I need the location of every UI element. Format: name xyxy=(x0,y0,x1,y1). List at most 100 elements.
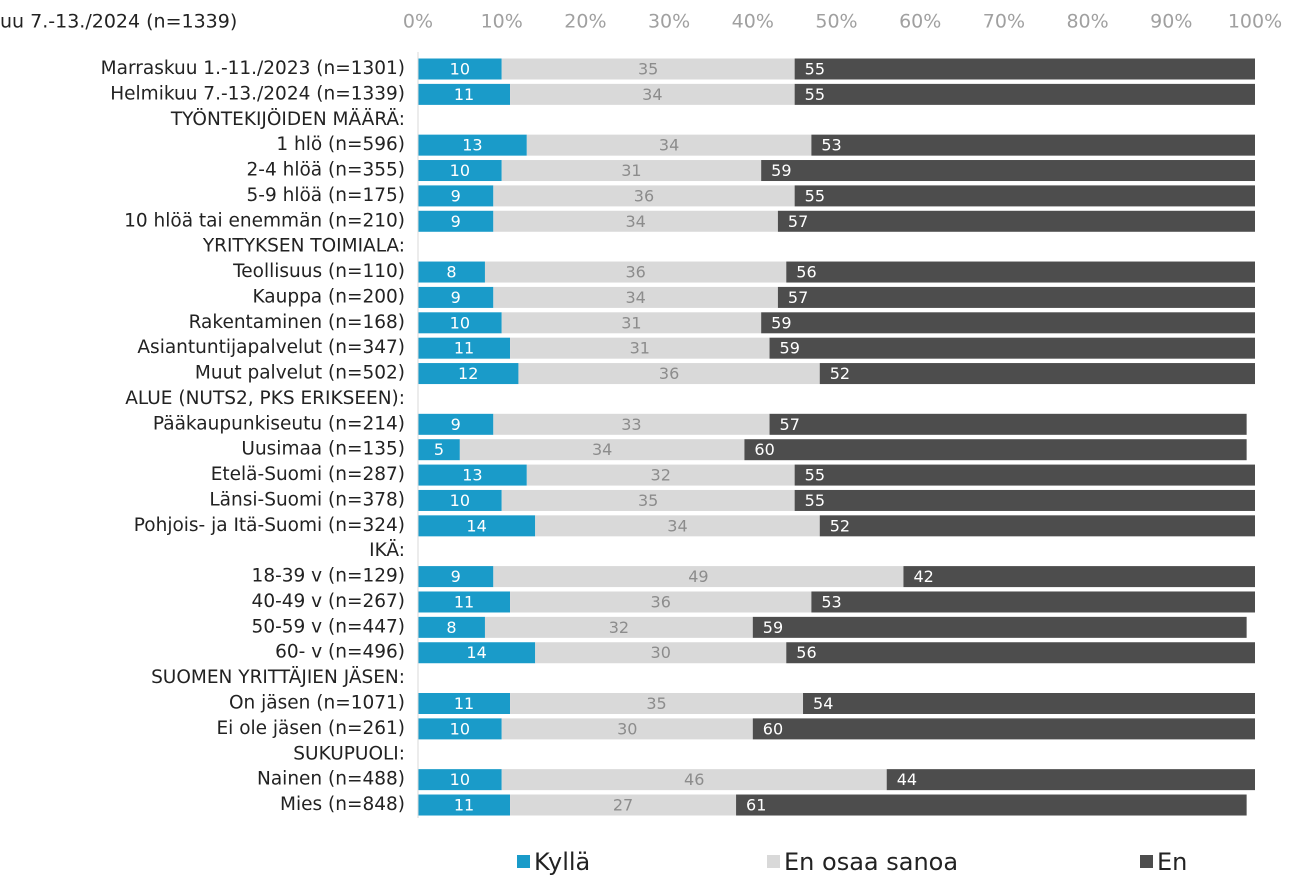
value-label: 34 xyxy=(667,516,687,535)
bar-segment xyxy=(418,566,494,588)
bar-segment xyxy=(418,261,485,283)
value-label: 36 xyxy=(634,186,654,205)
y-tick-label: Pohjois- ja Itä-Suomi (n=324) xyxy=(134,515,405,536)
y-tick-label: 18-39 v (n=129) xyxy=(252,566,405,587)
bar-segment xyxy=(493,185,795,207)
value-label: 32 xyxy=(651,466,671,485)
value-label: 11 xyxy=(454,85,474,104)
y-tick-label: Asiantuntijapalvelut (n=347) xyxy=(137,337,405,358)
value-label: 57 xyxy=(780,415,800,434)
bar-segment xyxy=(418,794,511,816)
bar-segment xyxy=(811,591,1255,613)
x-tick-label: 60% xyxy=(899,11,941,33)
x-tick-label: 80% xyxy=(1066,11,1108,33)
bar-segment xyxy=(811,134,1255,156)
bar-segment xyxy=(761,312,1255,334)
bar-segment xyxy=(418,769,502,791)
x-tick-label: 50% xyxy=(815,11,857,33)
bar-segment xyxy=(501,769,887,791)
bar-segment xyxy=(510,337,770,359)
value-label: 33 xyxy=(621,415,641,434)
bar-segment xyxy=(501,312,762,334)
bar-segment xyxy=(501,160,762,182)
x-tick-label: 10% xyxy=(481,11,523,33)
value-label: 10 xyxy=(450,719,470,738)
value-label: 27 xyxy=(613,796,633,815)
bar-segment xyxy=(501,718,753,740)
legend-swatch xyxy=(767,855,780,868)
value-label: 9 xyxy=(451,186,461,205)
value-label: 9 xyxy=(451,288,461,307)
bar-segment xyxy=(418,312,502,334)
plot-area xyxy=(418,58,1255,816)
value-label: 10 xyxy=(450,313,470,332)
y-tick-label: Marraskuu 1.-11./2023 (n=1301) xyxy=(101,58,405,79)
value-label: 31 xyxy=(621,313,641,332)
bar-segment xyxy=(761,160,1255,182)
value-label: 46 xyxy=(684,770,704,789)
bar-segment xyxy=(501,489,795,511)
bar-segment xyxy=(418,185,494,207)
value-label: 56 xyxy=(796,643,816,662)
x-tick-label: 40% xyxy=(732,11,774,33)
value-label: 8 xyxy=(446,618,456,637)
y-tick-label: Kauppa (n=200) xyxy=(252,286,405,307)
value-label: 10 xyxy=(450,770,470,789)
bar-segment xyxy=(418,693,511,714)
value-label: 34 xyxy=(592,440,612,459)
bar-segment xyxy=(418,489,502,511)
bar-segment xyxy=(418,515,536,537)
bar-segment xyxy=(769,337,1255,359)
value-label: 30 xyxy=(617,719,637,738)
value-label: 59 xyxy=(771,161,791,180)
y-tick-label: 1 hlö (n=596) xyxy=(276,134,405,155)
value-label: 8 xyxy=(446,263,456,282)
bar-segment xyxy=(418,464,527,486)
y-tick-label: SUOMEN YRITTÄJIEN JÄSEN: xyxy=(151,667,405,688)
value-label: 36 xyxy=(659,364,679,383)
bar-segment xyxy=(786,261,1255,283)
value-label: 14 xyxy=(466,516,486,535)
value-label: 35 xyxy=(646,694,666,713)
value-label: 34 xyxy=(625,288,645,307)
y-tick-label: Muut palvelut (n=502) xyxy=(195,363,405,384)
legend-swatch xyxy=(1140,855,1153,868)
x-tick-label: 100% xyxy=(1228,11,1282,33)
y-tick-label: 60- v (n=496) xyxy=(275,642,405,663)
bar-segment xyxy=(794,185,1255,207)
bar-segment xyxy=(526,464,795,486)
y-tick-label: Etelä-Suomi (n=287) xyxy=(211,464,405,485)
value-label: 49 xyxy=(688,567,708,586)
bar-segment xyxy=(510,794,737,816)
value-label: 52 xyxy=(830,516,850,535)
x-tick-label: 0% xyxy=(403,11,433,33)
value-label: 55 xyxy=(805,85,825,104)
y-tick-label: SUKUPUOLI: xyxy=(293,743,405,764)
bar-segment xyxy=(493,210,778,232)
value-label: 30 xyxy=(651,643,671,662)
x-tick-label: 70% xyxy=(983,11,1025,33)
value-label: 55 xyxy=(805,60,825,79)
bar-segment xyxy=(493,286,778,308)
bar-segment xyxy=(794,489,1255,511)
bar-segment xyxy=(418,591,511,613)
bar-segment xyxy=(418,642,536,664)
bar-segment xyxy=(418,413,494,435)
bar-segment xyxy=(510,693,804,714)
y-tick-label: Rakentaminen (n=168) xyxy=(189,312,405,333)
legend-label: En xyxy=(1157,848,1187,876)
y-tick-label: Helmikuu 7.-13./2024 (n=1339) xyxy=(110,83,405,104)
x-tick-label: 20% xyxy=(564,11,606,33)
bar-segment xyxy=(777,210,1255,232)
value-label: 13 xyxy=(462,136,482,155)
value-label: 32 xyxy=(609,618,629,637)
y-tick-label: TYÖNTEKIJÖIDEN MÄÄRÄ: xyxy=(170,108,405,130)
bar-segment xyxy=(459,439,745,461)
value-label: 60 xyxy=(763,719,783,738)
chart-title: uu 7.-13./2024 (n=1339) xyxy=(0,11,237,33)
bar-segment xyxy=(418,363,519,385)
value-label: 55 xyxy=(805,466,825,485)
value-label: 61 xyxy=(746,796,766,815)
value-label: 57 xyxy=(788,288,808,307)
